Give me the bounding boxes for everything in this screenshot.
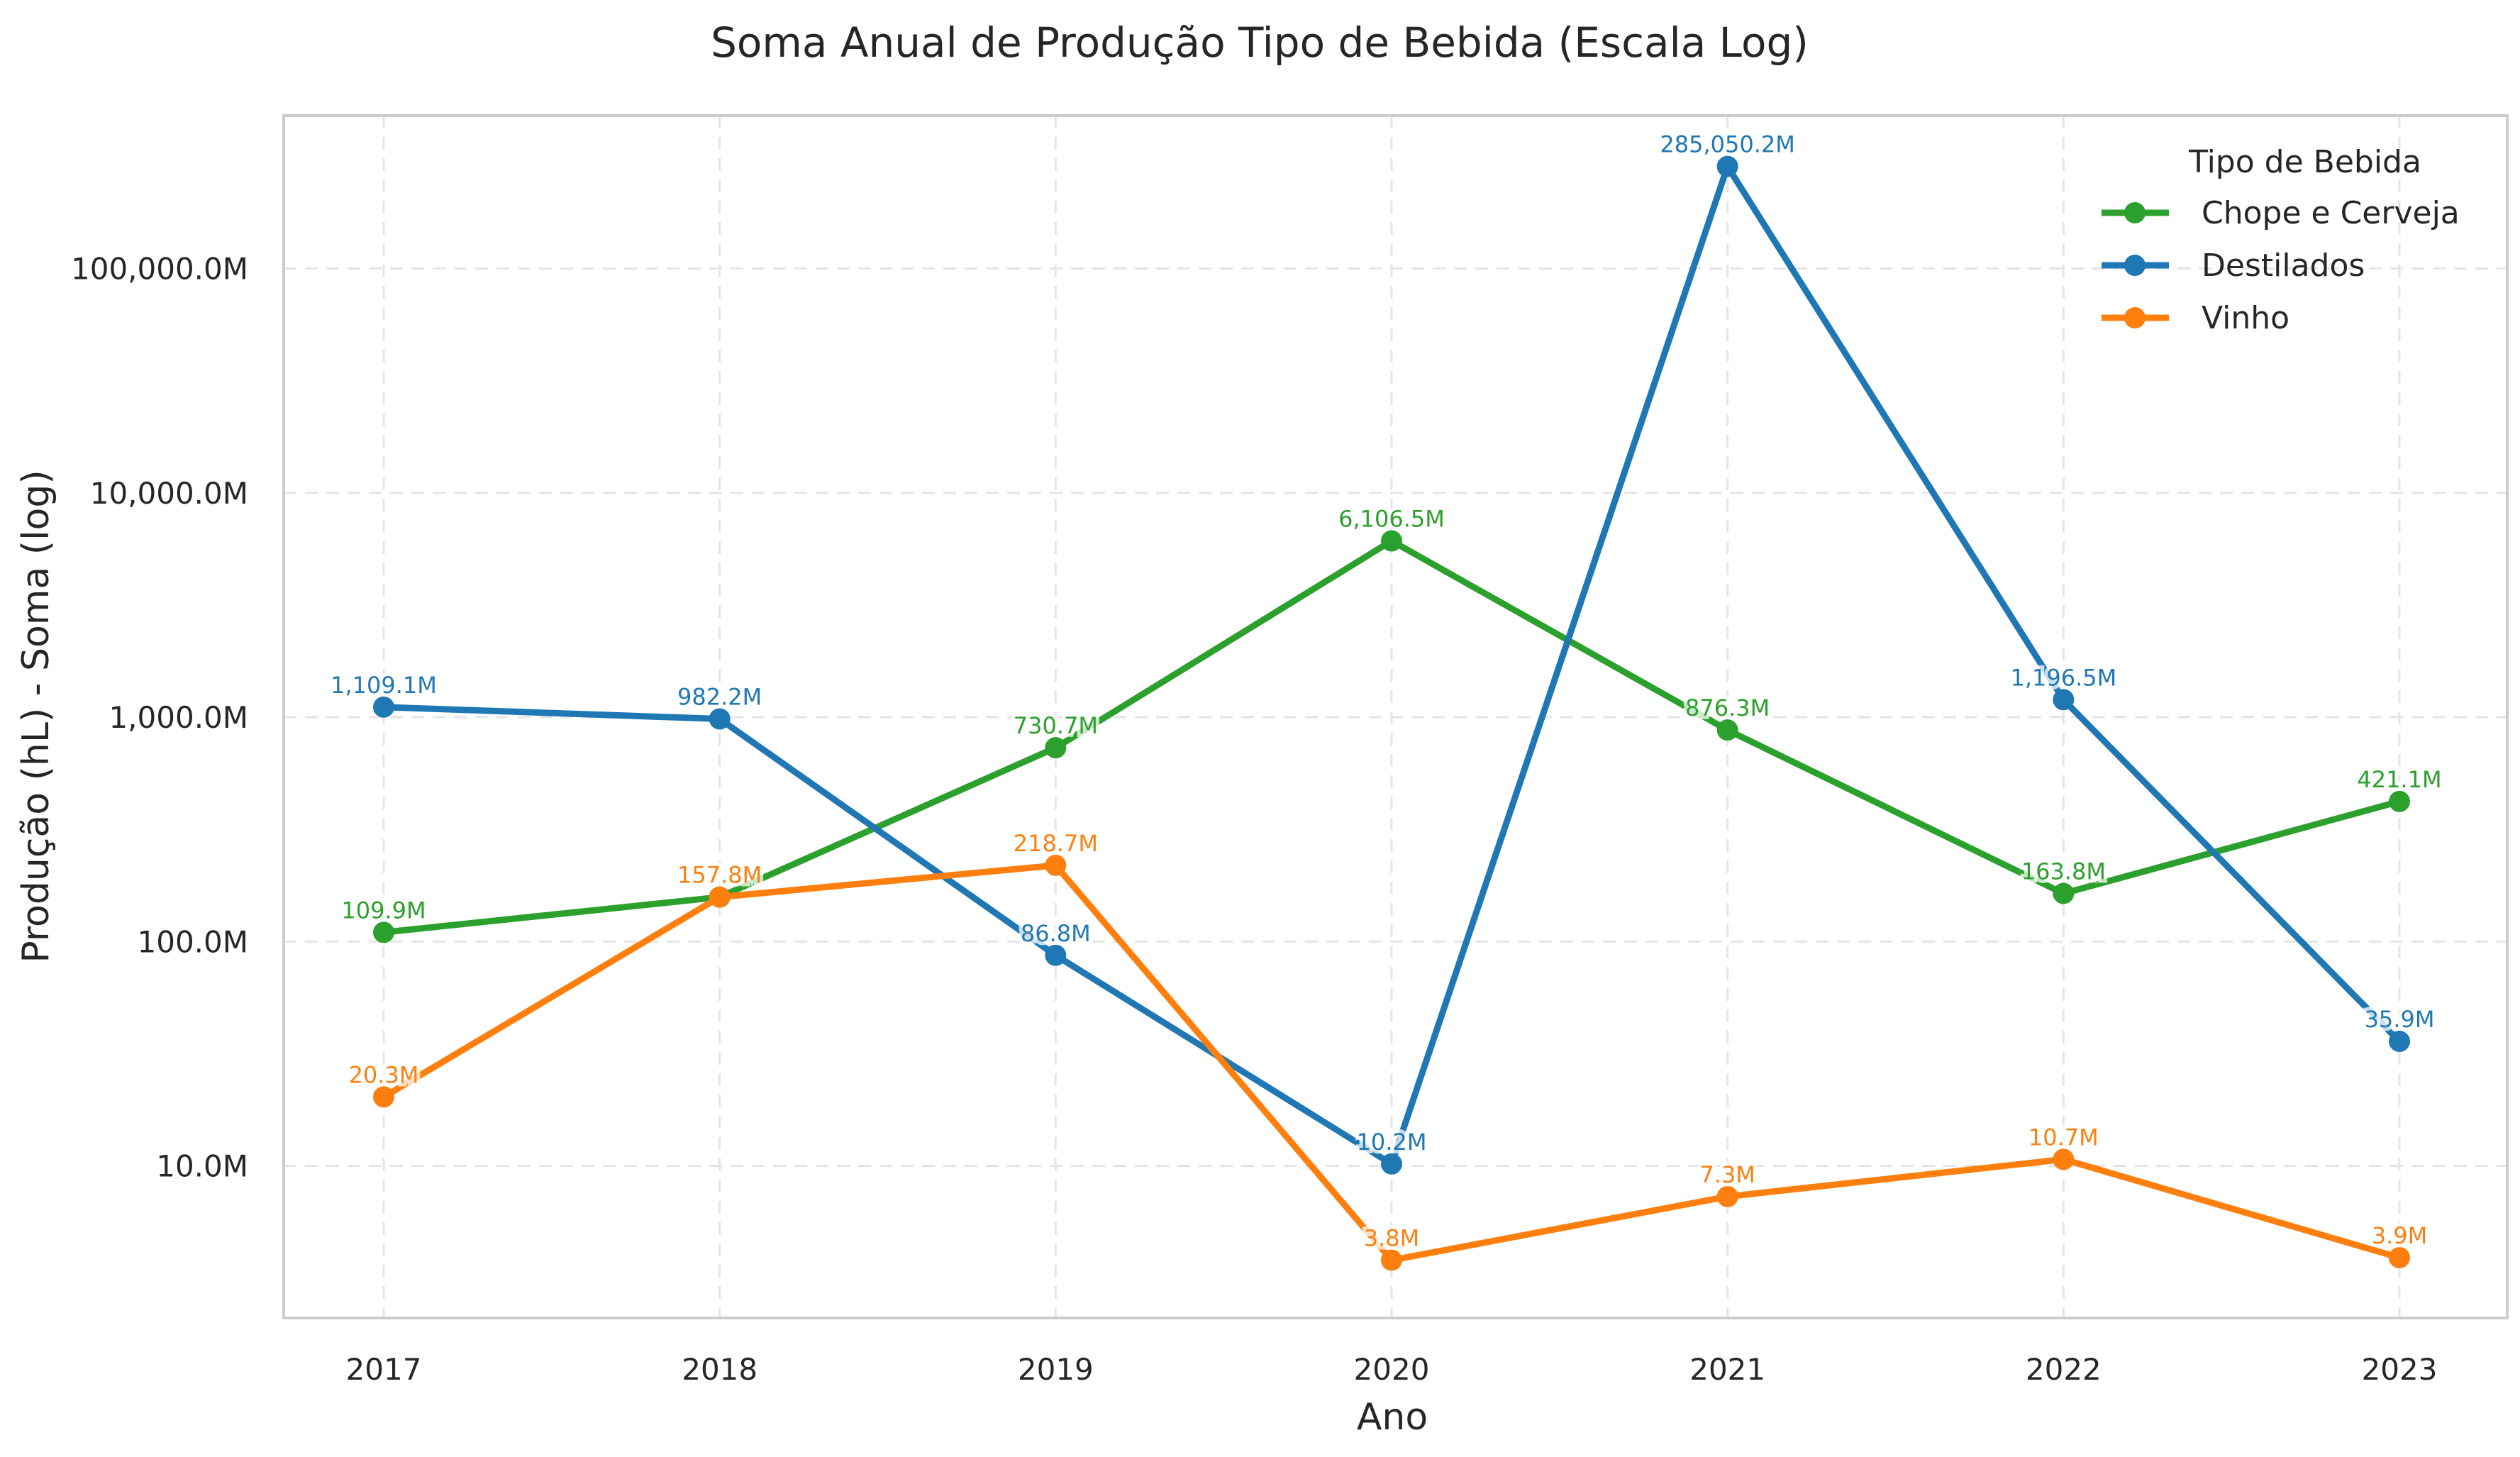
x-tick-label: 2017	[346, 1352, 422, 1387]
data-label-destilados: 10.2M	[1357, 1129, 1427, 1156]
data-label-destilados: 285,050.2M	[1660, 131, 1794, 158]
data-label-chope-e-cerveja: 109.9M	[341, 897, 426, 924]
x-tick-label: 2020	[1354, 1352, 1430, 1387]
legend-marker-vinho	[2124, 307, 2146, 328]
data-label-destilados: 982.2M	[677, 684, 762, 711]
data-label-vinho: 218.7M	[1014, 830, 1098, 857]
y-tick-label: 10.0M	[156, 1149, 248, 1184]
data-point-destilados	[2389, 1031, 2410, 1053]
x-axis-ticks: 2017 2018 2019 2020 2021 2022 2023	[346, 1352, 2438, 1387]
data-point-vinho	[1045, 854, 1067, 876]
plot-frame	[282, 114, 2509, 1319]
data-label-chope-e-cerveja: 421.1M	[2357, 766, 2441, 793]
data-point-vinho	[1716, 1185, 1738, 1207]
data-label-vinho: 10.7M	[2028, 1124, 2099, 1151]
data-point-destilados	[373, 696, 394, 718]
data-label-chope-e-cerveja: 163.8M	[2021, 858, 2106, 885]
data-label-vinho: 3.9M	[2372, 1222, 2428, 1249]
y-tick-label: 100,000.0M	[71, 251, 248, 286]
data-point-destilados	[1716, 155, 1738, 177]
legend-title: Tipo de Bebida	[2188, 144, 2421, 180]
x-tick-label: 2019	[1018, 1352, 1094, 1387]
data-point-chope-e-cerveja	[2053, 882, 2075, 904]
data-labels: 109.9M 730.7M 6,106.5M 876.3M 163.8M 421.1M 1,…	[327, 128, 2445, 1256]
data-point-chope-e-cerveja	[1045, 737, 1067, 759]
x-tick-label: 2018	[682, 1352, 757, 1387]
data-label-vinho: 7.3M	[1699, 1161, 1755, 1188]
data-label-destilados: 1,196.5M	[2010, 664, 2116, 691]
data-label-vinho: 3.8M	[1364, 1225, 1420, 1252]
data-point-vinho	[709, 886, 731, 908]
y-axis-label: Produção (hL) - Soma (log)	[15, 470, 57, 963]
legend-marker-destilados	[2124, 255, 2146, 276]
data-label-destilados: 86.8M	[1021, 920, 1091, 947]
data-point-chope-e-cerveja	[373, 921, 394, 943]
legend-label-vinho: Vinho	[2202, 300, 2289, 336]
data-point-destilados	[1381, 1153, 1402, 1175]
data-point-vinho	[373, 1086, 394, 1108]
data-label-chope-e-cerveja: 6,106.5M	[1338, 506, 1445, 533]
y-tick-label: 10,000.0M	[90, 476, 248, 511]
data-point-chope-e-cerveja	[2389, 790, 2410, 812]
y-tick-label: 100.0M	[138, 924, 248, 959]
y-axis-ticks: 10.0M 100.0M 1,000.0M 10,000.0M 100,000.0M	[71, 251, 248, 1183]
data-point-vinho	[2389, 1246, 2410, 1268]
data-point-chope-e-cerveja	[1716, 719, 1738, 741]
data-point-vinho	[2053, 1148, 2075, 1170]
x-tick-label: 2023	[2362, 1352, 2438, 1387]
data-point-vinho	[1381, 1249, 1402, 1271]
legend-marker-chope-e-cerveja	[2124, 202, 2146, 223]
data-label-chope-e-cerveja: 730.7M	[1014, 712, 1098, 739]
data-point-destilados	[2053, 689, 2075, 711]
data-label-vinho: 157.8M	[677, 862, 762, 889]
series	[373, 155, 2410, 1271]
x-axis-label: Ano	[1357, 1396, 1428, 1439]
data-label-vinho: 20.3M	[349, 1061, 419, 1088]
data-point-chope-e-cerveja	[1381, 530, 1402, 552]
data-point-destilados	[709, 708, 731, 730]
x-tick-label: 2021	[1689, 1352, 1765, 1387]
data-label-chope-e-cerveja: 876.3M	[1685, 694, 1770, 721]
data-label-destilados: 1,109.1M	[331, 672, 437, 699]
data-point-destilados	[1045, 944, 1067, 966]
chart-title: Soma Anual de Produção Tipo de Bebida (E…	[711, 18, 1809, 67]
legend: Tipo de Bebida Chope e Cerveja Destilados…	[2102, 144, 2460, 336]
x-tick-label: 2022	[2026, 1352, 2102, 1387]
legend-label-destilados: Destilados	[2202, 248, 2365, 284]
data-label-destilados: 35.9M	[2365, 1006, 2435, 1033]
y-tick-label: 1,000.0M	[109, 700, 248, 735]
legend-label-chope-e-cerveja: Chope e Cerveja	[2202, 195, 2460, 231]
